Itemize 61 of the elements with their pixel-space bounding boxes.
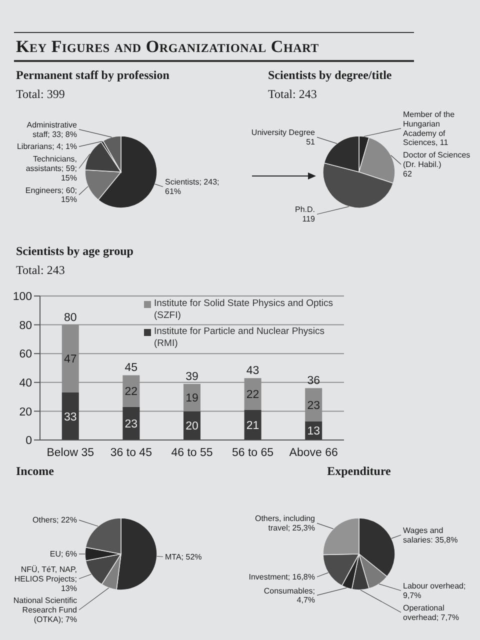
slice-label: Ph.D. (294, 205, 315, 214)
x-tick-label: Above 66 (289, 447, 338, 460)
slice-label: Consumables; 4,7% (264, 586, 315, 605)
slice-label: Others; 22% (32, 516, 77, 525)
slice-label: Administrative staff; 33; 8% (26, 120, 78, 139)
total-label: 43 (246, 365, 260, 378)
slice-label: Librarians; 4; 1% (16, 142, 77, 152)
total-label: 39 (186, 370, 198, 383)
chart-title: Income (16, 464, 55, 479)
x-tick-label: 36 to 45 (110, 447, 152, 460)
chart-title: Permanent staff by profession (16, 68, 170, 83)
slice-label: Others, including travel; 25,3% (254, 514, 315, 533)
slice-label: Wages and salaries: 35,8% (403, 526, 458, 544)
data-label: 20 (186, 420, 198, 433)
chart-title: Scientists by degree/title (268, 68, 393, 83)
slice-label: NFÜ, TéT, NAP, HELIOS Projects; 13% (14, 564, 77, 593)
data-label: 51 (306, 138, 316, 147)
chart-title: Scientists by age group (16, 244, 134, 259)
data-label: 13 (307, 426, 320, 438)
y-tick-label: 0 (26, 435, 32, 448)
data-label: 33 (64, 411, 77, 424)
slice-label: Technicians, assistants; 59; 15% (26, 154, 77, 182)
text: Key Figures and Organizational Chart (15, 36, 320, 58)
slice-label: Scientists; 243; 61% (165, 178, 220, 196)
legend-label: Institute for Solid State Physics and Optics (SZFI) (154, 298, 334, 322)
data-label: 62 (403, 169, 412, 178)
slice-label: Investment; 16,8% (248, 572, 315, 582)
x-tick-label: 46 to 55 (171, 447, 213, 460)
chart-title: Expenditure (326, 464, 392, 479)
chart-subtitle: Total: 399 (16, 87, 66, 102)
data-label: 22 (124, 386, 138, 398)
data-label: 19 (186, 392, 198, 405)
data-label: 119 (302, 214, 316, 224)
slice-label: University Degree (251, 128, 316, 138)
data-label: 21 (246, 420, 260, 432)
data-label: 47 (64, 354, 77, 366)
total-label: 80 (64, 312, 77, 324)
slice-label: MTA; 52% (165, 552, 202, 562)
y-tick-label: 80 (19, 320, 32, 332)
x-tick-label: Below 35 (46, 447, 94, 460)
slice-label: Doctor of Sciences (Dr. Habil.) (403, 150, 470, 169)
slice-label: Engineers; 60; 15% (25, 186, 77, 204)
bar (62, 392, 79, 440)
total-label: 36 (307, 375, 320, 388)
data-label: 22 (246, 389, 260, 402)
chart-subtitle: Total: 243 (16, 263, 66, 278)
data-label: 23 (307, 400, 320, 412)
y-tick-label: 20 (19, 406, 32, 418)
slice-label: EU; 6% (50, 550, 77, 559)
slice-label: National Scientific Research Fund (OTKA); 7% (13, 596, 77, 624)
y-tick-label: 100 (12, 291, 32, 304)
y-tick-label: 60 (19, 348, 32, 361)
x-tick-label: 56 to 65 (232, 447, 274, 460)
y-tick-label: 40 (19, 377, 32, 390)
slice-label: Labour overhead; 9,7% (403, 582, 466, 600)
legend-label: Institute for Particle and Nuclear Physics (RMI) (154, 326, 326, 350)
data-label: 23 (124, 418, 138, 431)
total-label: 45 (124, 362, 138, 374)
chart-subtitle: Total: 243 (268, 87, 318, 102)
slice-label: Member of the Hungarian Academy of Sciences, 11 (403, 110, 456, 148)
slice-label: Operational overhead; 7,7% (403, 603, 460, 622)
